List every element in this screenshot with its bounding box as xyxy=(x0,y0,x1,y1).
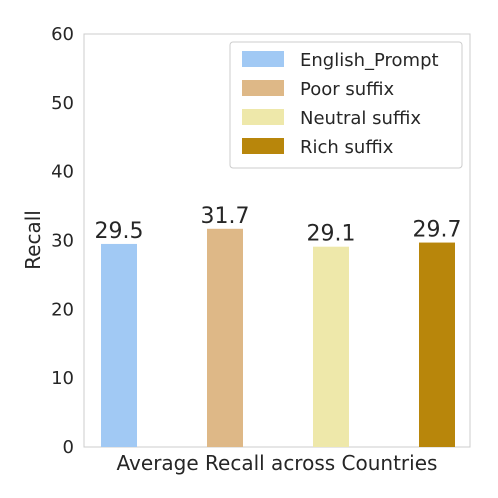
legend-swatch xyxy=(242,51,284,67)
legend-frame xyxy=(229,41,463,169)
bars-group xyxy=(101,228,455,447)
y-tick-label: 10 xyxy=(51,368,74,389)
bar-value-label: 29.5 xyxy=(95,219,144,244)
y-tick-label: 30 xyxy=(51,231,74,252)
bar-value-label: 29.1 xyxy=(307,222,356,247)
y-tick-label: 40 xyxy=(51,162,74,183)
legend: English_Prompt Poor suffix Neutral suffix R… xyxy=(229,41,463,169)
legend-label: English_Prompt xyxy=(300,50,439,71)
y-axis-ticks: 0 10 20 30 40 50 60 xyxy=(51,24,74,458)
legend-label: Rich suffix xyxy=(300,137,394,158)
legend-swatch xyxy=(242,138,284,154)
x-axis-label: Average Recall across Countries xyxy=(117,451,438,475)
legend-swatch xyxy=(242,109,284,125)
bar xyxy=(313,246,349,447)
legend-label: Neutral suffix xyxy=(300,108,421,129)
y-tick-label: 50 xyxy=(51,93,74,114)
bar xyxy=(207,228,243,447)
bar-value-label: 31.7 xyxy=(201,204,250,229)
legend-label: Poor suffix xyxy=(300,79,395,100)
y-tick-label: 0 xyxy=(63,437,74,458)
bar xyxy=(101,243,137,447)
y-tick-label: 60 xyxy=(51,24,74,45)
y-tick-label: 20 xyxy=(51,299,74,320)
data-labels-group: 29.5 31.7 29.1 29.7 xyxy=(95,204,462,247)
bar xyxy=(419,242,455,447)
legend-swatch xyxy=(242,80,284,96)
bar-value-label: 29.7 xyxy=(413,218,462,243)
y-axis-label: Recall xyxy=(21,210,45,270)
